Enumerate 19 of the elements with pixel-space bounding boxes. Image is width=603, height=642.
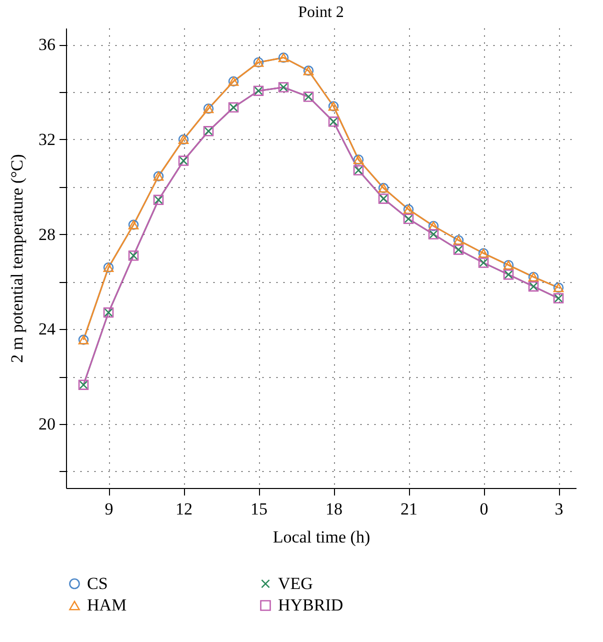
chart-title: Point 2 xyxy=(298,4,344,21)
legend-label: VEG xyxy=(278,574,313,593)
y-tick-label: 32 xyxy=(38,130,56,149)
legend-label: CS xyxy=(87,574,108,593)
x-axis-title: Local time (h) xyxy=(272,528,370,546)
y-tick-label: 36 xyxy=(38,35,56,54)
x-tick-label: 3 xyxy=(554,500,564,518)
x-tick-label: 9 xyxy=(104,500,114,518)
legend-label: HYBRID xyxy=(278,596,344,614)
legend-label: HAM xyxy=(87,596,127,614)
y-tick-label: 20 xyxy=(38,414,56,434)
x-tick-label: 18 xyxy=(326,500,342,518)
x-tick-label: 15 xyxy=(250,500,268,518)
x-tick-label: 0 xyxy=(480,500,488,518)
y-tick-label: 24 xyxy=(38,320,56,339)
x-tick-label: 21 xyxy=(400,500,418,518)
x-tick-label: 12 xyxy=(176,500,192,518)
y-tick-label: 28 xyxy=(38,224,56,244)
y-axis-title: 2 m potential temperature (°C) xyxy=(8,154,26,363)
